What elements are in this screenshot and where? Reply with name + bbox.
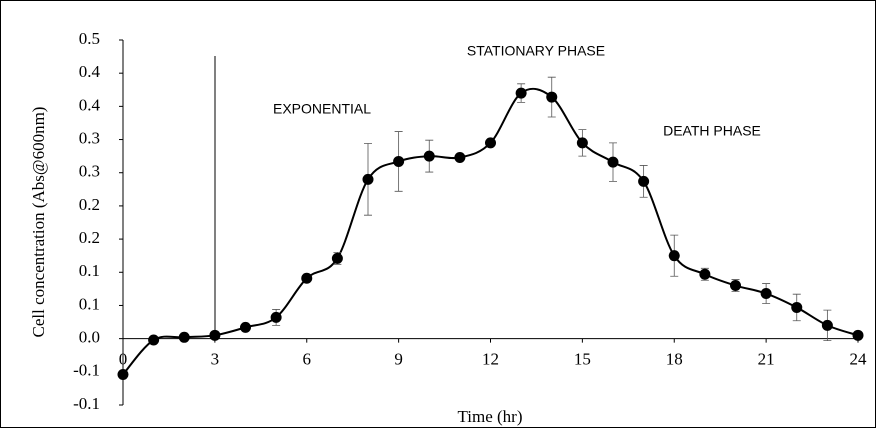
- marker: [393, 155, 405, 167]
- marker: [760, 288, 772, 300]
- y-tick-label: -0.1: [73, 394, 100, 413]
- x-tick-label: 15: [574, 350, 591, 369]
- x-axis-title: Time (hr): [457, 407, 522, 426]
- annotation: EXPONENTIAL: [273, 101, 371, 117]
- marker: [209, 329, 221, 341]
- y-tick-label: 0.1: [79, 261, 100, 280]
- y-tick-label: 0.2: [79, 195, 100, 214]
- marker: [515, 87, 527, 99]
- marker: [362, 173, 374, 185]
- marker: [148, 334, 160, 346]
- x-tick-label: 9: [394, 350, 403, 369]
- marker: [791, 301, 803, 313]
- x-tick-label: 6: [303, 350, 312, 369]
- annotation: DEATH PHASE: [663, 123, 761, 139]
- y-tick-label: 0.2: [79, 228, 100, 247]
- marker: [454, 151, 466, 163]
- y-tick-label: 0.3: [79, 162, 100, 181]
- marker: [730, 280, 741, 292]
- marker: [270, 311, 282, 323]
- marker: [423, 150, 435, 162]
- annotation: STATIONARY PHASE: [467, 43, 605, 59]
- marker: [576, 137, 588, 149]
- y-tick-label: 0.3: [79, 128, 100, 147]
- marker: [699, 268, 711, 280]
- marker: [668, 250, 680, 262]
- y-tick-label: -0.1: [73, 361, 100, 380]
- y-tick-label: 0.4: [79, 95, 101, 114]
- marker: [546, 91, 558, 103]
- x-tick-label: 12: [482, 350, 499, 369]
- x-tick-label: 0: [119, 350, 128, 369]
- marker: [331, 252, 343, 264]
- marker: [178, 331, 190, 343]
- y-axis-title: Cell concentration (Abs@600nm): [29, 107, 48, 338]
- marker: [240, 321, 251, 333]
- marker: [638, 175, 650, 187]
- marker: [117, 368, 129, 380]
- marker: [821, 319, 833, 331]
- marker: [301, 272, 313, 284]
- y-tick-label: 0.4: [79, 62, 101, 81]
- x-tick-label: 24: [850, 350, 868, 369]
- x-tick-label: 21: [758, 350, 775, 369]
- y-tick-label: 0.0: [79, 328, 100, 347]
- marker: [852, 329, 864, 341]
- x-tick-label: 3: [211, 350, 220, 369]
- marker: [485, 137, 496, 149]
- y-tick-label: 0.1: [79, 294, 100, 313]
- y-tick-label: 0.5: [79, 29, 100, 48]
- marker: [607, 156, 619, 168]
- x-tick-label: 18: [666, 350, 683, 369]
